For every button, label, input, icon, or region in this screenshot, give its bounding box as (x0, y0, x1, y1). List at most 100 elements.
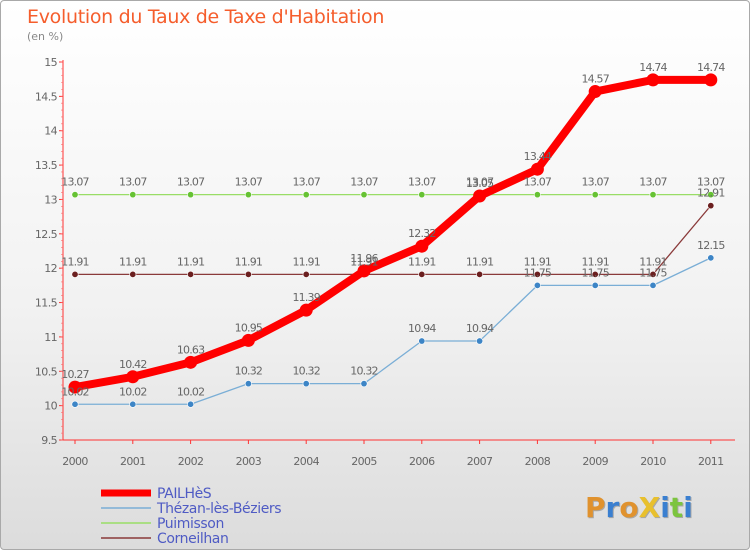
x-tick-label: 2006 (409, 455, 435, 468)
data-label: 11.91 (639, 255, 667, 268)
x-tick-label: 2010 (640, 455, 666, 468)
x-tick-label: 2009 (582, 455, 608, 468)
data-label: 12.15 (697, 239, 725, 252)
data-label: 12.91 (697, 187, 725, 200)
data-label: 11.75 (524, 266, 552, 279)
y-tick-label: 15 (44, 56, 57, 69)
data-label: 11.91 (119, 255, 147, 268)
data-point (591, 191, 599, 199)
data-point (244, 270, 252, 278)
data-point (591, 281, 599, 289)
data-point (530, 162, 544, 176)
y-tick-label: 13.5 (35, 159, 58, 172)
proxiti-logo: ProXiti (585, 491, 693, 524)
data-label: 10.02 (61, 385, 89, 398)
legend-label: PAILHèS (157, 486, 212, 502)
data-point (646, 73, 660, 87)
x-tick-label: 2000 (62, 455, 88, 468)
logo-letter: o (619, 491, 639, 524)
data-point (707, 254, 715, 262)
data-point (187, 400, 195, 408)
y-tick-label: 12 (44, 262, 57, 275)
data-label: 13.07 (466, 176, 494, 189)
data-point (360, 380, 368, 388)
data-label: 11.91 (408, 255, 436, 268)
data-point (129, 400, 137, 408)
unit-label: (en %) (27, 30, 64, 43)
data-point (649, 281, 657, 289)
data-point (302, 270, 310, 278)
data-point (68, 380, 82, 394)
data-point (476, 270, 484, 278)
data-label: 13.07 (408, 176, 436, 189)
data-label: 13.44 (524, 150, 552, 163)
legend-label: Thézan-lès-Béziers (156, 501, 281, 517)
y-tick-label: 11 (44, 331, 57, 344)
data-label: 10.32 (292, 365, 320, 378)
data-label: 10.32 (235, 365, 263, 378)
data-label: 11.91 (524, 255, 552, 268)
y-tick-label: 10 (44, 400, 57, 413)
data-point (591, 270, 599, 278)
data-label: 13.07 (61, 176, 89, 189)
data-label: 11.91 (581, 255, 609, 268)
x-tick-label: 2005 (351, 455, 377, 468)
data-point (473, 189, 487, 203)
data-label: 11.91 (350, 255, 378, 268)
data-point (71, 270, 79, 278)
data-label: 11.75 (581, 266, 609, 279)
data-label: 13.07 (697, 176, 725, 189)
data-label: 10.94 (408, 322, 436, 335)
data-label: 11.91 (177, 255, 205, 268)
x-tick-label: 2004 (293, 455, 319, 468)
x-tick-label: 2003 (236, 455, 262, 468)
data-label: 14.74 (639, 61, 667, 74)
data-point (588, 85, 602, 99)
data-label: 13.07 (350, 176, 378, 189)
logo-letter: i (660, 491, 670, 524)
data-point (241, 333, 255, 347)
data-label: 13.07 (119, 176, 147, 189)
data-point (415, 239, 429, 253)
data-label: 12.32 (408, 227, 436, 240)
data-label: 14.57 (581, 73, 609, 86)
y-tick-label: 11.5 (35, 297, 58, 310)
data-point (649, 270, 657, 278)
data-point (357, 264, 371, 278)
data-label: 10.27 (61, 368, 89, 381)
series-line-Thézan-lès-Béziers (74, 257, 712, 405)
data-point (71, 400, 79, 408)
data-label: 10.02 (119, 385, 147, 398)
data-label: 13.07 (581, 176, 609, 189)
data-label: 13.07 (235, 176, 263, 189)
y-tick-label: 9.5 (41, 434, 57, 447)
data-point (244, 380, 252, 388)
logo-letter: r (605, 491, 620, 524)
logo-letter: t (669, 491, 684, 524)
y-tick-label: 14 (44, 125, 57, 138)
data-point (476, 337, 484, 345)
data-point (187, 270, 195, 278)
data-label: 14.74 (697, 61, 725, 74)
data-point (184, 355, 198, 369)
logo-letter: P (585, 491, 606, 524)
data-label: 13.07 (292, 176, 320, 189)
data-point (187, 191, 195, 199)
data-label: 10.32 (350, 365, 378, 378)
data-label: 13.07 (177, 176, 205, 189)
data-point (244, 191, 252, 199)
data-point (533, 270, 541, 278)
data-label: 11.96 (350, 252, 378, 265)
x-tick-label: 2002 (178, 455, 204, 468)
legend-label: Corneilhan (157, 531, 228, 547)
data-point (533, 191, 541, 199)
data-label: 10.02 (177, 385, 205, 398)
y-tick-label: 14.5 (35, 90, 58, 103)
data-point (299, 303, 313, 317)
legend-label: Puimisson (157, 516, 224, 532)
data-label: 10.42 (119, 358, 147, 371)
data-label: 11.91 (235, 255, 263, 268)
data-point (649, 191, 657, 199)
data-point (129, 191, 137, 199)
